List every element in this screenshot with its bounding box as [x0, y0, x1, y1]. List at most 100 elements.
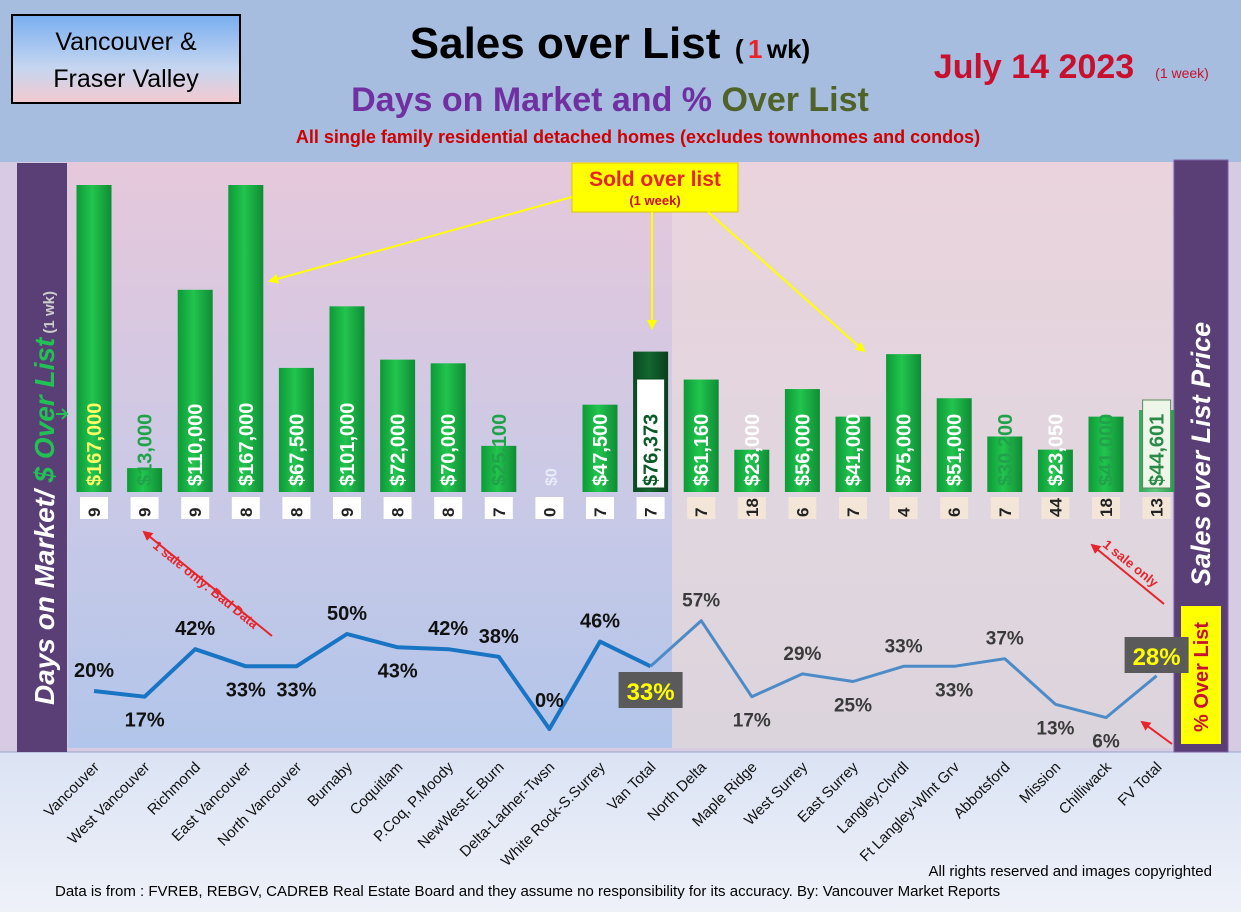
pct-label-21: 28%	[1133, 644, 1181, 671]
bar-19	[1037, 449, 1073, 492]
region-line-1: Vancouver &	[55, 28, 197, 56]
bar-17	[936, 398, 972, 492]
bar-18	[987, 436, 1023, 492]
pct-label-7: 42%	[428, 618, 468, 640]
bar-label-5: $101,000	[337, 403, 359, 486]
pct-label-9: 0%	[535, 690, 564, 712]
days-box-3	[231, 497, 260, 519]
pct-label-19: 13%	[1036, 718, 1074, 739]
days-label-5: 9	[338, 508, 357, 517]
days-box-2	[181, 497, 210, 519]
bar-10	[582, 404, 618, 492]
days-box-14	[788, 497, 817, 519]
sold-over-list-text: Sold over list	[589, 168, 721, 191]
pct-label-10: 46%	[580, 611, 620, 633]
left-axis-part-1: Days on Market/	[29, 482, 60, 705]
callout-arrow-left	[268, 196, 573, 284]
percent-labels: 20% 17% 42% 33% 33% 50% 43% 42% 38% 0% 46% 33% 57% 17…	[74, 591, 1189, 753]
days-box-19	[1041, 497, 1070, 519]
title-main: Sales over List	[410, 19, 721, 68]
pct-total-box-11	[618, 672, 683, 708]
days-label-21: 13	[1148, 498, 1167, 517]
days-label-16: 4	[895, 507, 914, 517]
bar-label-4: $67,500	[286, 414, 308, 486]
subtitle-2: All single family residential detached h…	[296, 127, 980, 147]
days-box-7	[434, 497, 463, 519]
bar-label-10: $47,500	[590, 414, 612, 486]
bar-label-11: $76,373	[641, 414, 663, 486]
bar-7	[430, 363, 466, 492]
bar-label-18: $30,200	[995, 414, 1017, 486]
right-axis-label: Sales over List Price	[1186, 322, 1216, 586]
days-label-0: 9	[85, 508, 104, 517]
days-label-4: 8	[287, 508, 306, 517]
bar-label-1: $13,000	[135, 414, 157, 486]
source-text: Data is from : FVREB, REBGV, CADREB Real…	[55, 883, 1000, 900]
bar-label-2: $110,000	[185, 404, 207, 486]
fv-total-label-box	[1142, 399, 1172, 489]
days-box-10	[586, 497, 614, 519]
pct-label-16: 33%	[885, 636, 923, 657]
bar-3	[228, 185, 264, 492]
title-paren-rest: wk)	[766, 34, 810, 64]
bar-8	[481, 445, 517, 492]
bar-label-16: $75,000	[894, 414, 916, 486]
days-label-19: 44	[1046, 498, 1065, 517]
date-text: July 14 2023	[934, 48, 1134, 86]
pct-label-18: 37%	[986, 629, 1024, 650]
footer-background	[0, 752, 1241, 912]
days-label-11: 7	[642, 508, 661, 517]
bar-label-3: $167,000	[236, 403, 258, 486]
pct-over-list-label: % Over List	[1191, 622, 1213, 732]
pct-label-6: 43%	[378, 660, 418, 682]
pct-label-4: 33%	[276, 679, 316, 701]
days-box-15	[839, 497, 867, 519]
sold-over-list-callout	[571, 162, 739, 213]
pct-total-box-21	[1124, 637, 1189, 673]
days-box-16	[889, 497, 918, 519]
bar-label-9: $0	[543, 468, 560, 486]
bar-label-0: $167,000	[84, 403, 106, 486]
days-label-18: 7	[996, 508, 1015, 517]
bar-12	[683, 379, 719, 492]
days-box-12	[687, 497, 716, 519]
days-label-14: 6	[793, 508, 812, 517]
days-label-6: 8	[389, 508, 408, 517]
left-axis-pointer-icon	[56, 408, 69, 420]
region-line-2: Fraser Valley	[53, 65, 199, 93]
days-box-8	[484, 497, 513, 519]
pct-label-15: 25%	[834, 696, 872, 717]
bar-20	[1088, 416, 1124, 492]
bar-0	[76, 185, 112, 492]
left-axis-part-3: (1 wk)	[41, 291, 58, 338]
bar-label-8: $25,100	[489, 414, 511, 486]
days-box-18	[990, 497, 1019, 519]
pct-line-vancouver	[93, 632, 652, 731]
days-label-2: 9	[186, 508, 205, 517]
subtitle-part-2: Over List	[721, 81, 868, 119]
one-sale-arrow	[1090, 543, 1165, 605]
bar-label-13: $23,000	[742, 414, 764, 486]
van-total-label-box	[636, 378, 666, 489]
bar-5	[329, 306, 365, 492]
bar-label-15: $41,000	[843, 414, 865, 486]
bar-label-19: $23,050	[1045, 414, 1067, 486]
pct-line-fraser-valley	[649, 619, 1158, 720]
pct-label-12: 57%	[682, 591, 720, 612]
days-box-1	[130, 497, 159, 519]
pct-label-8: 38%	[479, 626, 519, 648]
left-axis-label: Days on Market/ $ Over List (1 wk)	[29, 291, 60, 705]
main-title: Sales over List ( 1 wk)	[410, 19, 810, 68]
percent-line-series	[93, 619, 1158, 731]
days-box-6	[383, 497, 412, 519]
bar-value-labels: $167,000 $13,000 $110,000 $167,000 $67,500 $1…	[84, 378, 1172, 489]
bar-label-20: $41,000	[1096, 414, 1118, 486]
title-paren-open: (	[735, 34, 744, 64]
pct-label-20: 6%	[1092, 732, 1120, 753]
pct-over-list-badge	[1181, 606, 1221, 744]
days-label-1: 9	[136, 508, 155, 517]
days-label-20: 18	[1097, 498, 1116, 517]
days-label-7: 8	[439, 508, 458, 517]
bar-label-14: $56,000	[792, 414, 814, 486]
